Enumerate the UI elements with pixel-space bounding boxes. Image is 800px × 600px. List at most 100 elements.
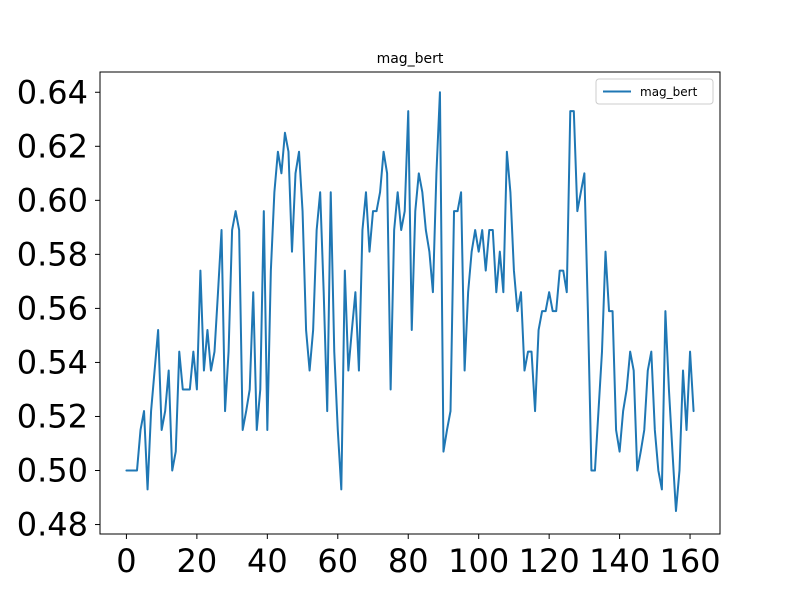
plot-area xyxy=(99,71,721,535)
data-point xyxy=(559,269,561,271)
data-point xyxy=(657,469,659,471)
data-point xyxy=(175,450,177,452)
data-point xyxy=(259,388,261,390)
y-tick-label: 0.52 xyxy=(17,397,88,435)
data-point xyxy=(217,291,219,293)
data-point xyxy=(143,410,145,412)
data-point xyxy=(326,410,328,412)
x-tick-label: 100 xyxy=(448,542,509,580)
data-point xyxy=(537,329,539,331)
data-point xyxy=(249,388,251,390)
data-point xyxy=(625,388,627,390)
data-point xyxy=(308,369,310,371)
y-tick-label: 0.58 xyxy=(17,235,88,273)
x-tick-label: 40 xyxy=(247,542,288,580)
x-tick-label: 120 xyxy=(519,542,580,580)
data-point xyxy=(129,469,131,471)
data-point xyxy=(608,310,610,312)
data-point xyxy=(301,210,303,212)
data-point xyxy=(294,172,296,174)
legend-entry-label: mag_bert xyxy=(640,85,698,99)
data-point xyxy=(580,191,582,193)
data-point xyxy=(594,469,596,471)
data-point xyxy=(421,191,423,193)
y-tick-label: 0.50 xyxy=(17,452,88,490)
data-point xyxy=(534,410,536,412)
y-tick-label: 0.48 xyxy=(17,506,88,544)
data-point xyxy=(566,291,568,293)
data-point xyxy=(678,469,680,471)
data-point xyxy=(315,229,317,231)
data-point xyxy=(675,510,677,512)
y-tick-label: 0.54 xyxy=(17,343,88,381)
data-point xyxy=(622,410,624,412)
data-point xyxy=(661,488,663,490)
data-point xyxy=(569,110,571,112)
data-point xyxy=(192,350,194,352)
data-point xyxy=(196,388,198,390)
data-point xyxy=(425,229,427,231)
data-point xyxy=(682,369,684,371)
data-point xyxy=(386,172,388,174)
data-point xyxy=(513,269,515,271)
data-point xyxy=(474,229,476,231)
data-point xyxy=(241,429,243,431)
data-point xyxy=(516,310,518,312)
data-point xyxy=(146,488,148,490)
data-point xyxy=(382,151,384,153)
data-point xyxy=(389,388,391,390)
data-point xyxy=(506,151,508,153)
data-point xyxy=(178,350,180,352)
data-point xyxy=(404,210,406,212)
data-point xyxy=(615,429,617,431)
data-point xyxy=(280,172,282,174)
data-point xyxy=(601,350,603,352)
data-point xyxy=(189,388,191,390)
data-point xyxy=(256,429,258,431)
data-point xyxy=(284,132,286,134)
x-axis: 0 20 40 60 80 100 120 140 160 xyxy=(116,534,721,580)
data-point xyxy=(481,229,483,231)
data-point xyxy=(555,310,557,312)
data-point xyxy=(502,291,504,293)
data-point xyxy=(245,410,247,412)
data-point xyxy=(576,210,578,212)
data-point xyxy=(488,229,490,231)
data-point xyxy=(587,310,589,312)
y-tick-label: 0.62 xyxy=(17,127,88,165)
data-point xyxy=(365,191,367,193)
data-point xyxy=(467,291,469,293)
data-point xyxy=(252,291,254,293)
data-point xyxy=(692,410,694,412)
data-point xyxy=(150,410,152,412)
data-point xyxy=(442,450,444,452)
data-point xyxy=(618,450,620,452)
data-point xyxy=(298,151,300,153)
data-point xyxy=(460,191,462,193)
data-point xyxy=(206,329,208,331)
data-point xyxy=(428,250,430,252)
data-point xyxy=(185,388,187,390)
data-point xyxy=(266,429,268,431)
data-point xyxy=(629,350,631,352)
y-axis: 0.48 0.50 0.52 0.54 0.56 0.58 0.60 0.62 0.64 xyxy=(17,73,100,544)
data-point xyxy=(312,329,314,331)
data-point xyxy=(432,291,434,293)
y-tick-label: 0.60 xyxy=(17,181,88,219)
data-point xyxy=(351,329,353,331)
data-point xyxy=(400,229,402,231)
data-point xyxy=(548,291,550,293)
data-point xyxy=(171,469,173,471)
legend-box xyxy=(595,78,714,105)
data-point xyxy=(562,269,564,271)
data-point xyxy=(541,310,543,312)
data-point xyxy=(333,350,335,352)
data-point xyxy=(344,269,346,271)
chart-title: mag_bert xyxy=(377,51,444,67)
data-point xyxy=(527,350,529,352)
data-point xyxy=(220,229,222,231)
data-point xyxy=(446,429,448,431)
x-tick-label: 80 xyxy=(388,542,429,580)
data-point xyxy=(647,369,649,371)
data-point xyxy=(640,450,642,452)
